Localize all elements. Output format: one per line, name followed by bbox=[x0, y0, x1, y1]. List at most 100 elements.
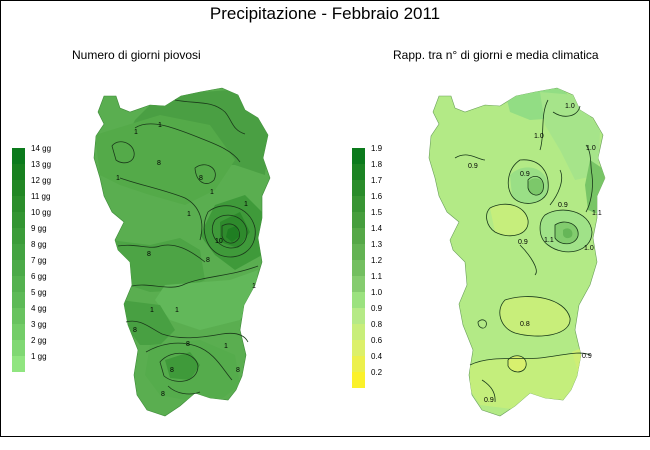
legend-entry: 0.6 bbox=[352, 336, 432, 356]
band-1-3 bbox=[563, 228, 573, 239]
legend-swatch bbox=[12, 292, 25, 308]
legend-swatch bbox=[12, 356, 25, 372]
band-0-8 bbox=[499, 296, 571, 337]
legend-entry: 2 gg bbox=[12, 336, 92, 356]
contour-label: 1 bbox=[252, 283, 256, 290]
legend-entry: 1.9 bbox=[352, 144, 432, 164]
band-11 bbox=[226, 226, 240, 242]
legend-label: 1.7 bbox=[371, 176, 383, 185]
map-left-title: Numero di giorni piovosi bbox=[72, 48, 201, 62]
legend-label: 3 gg bbox=[31, 320, 47, 329]
contour-lines bbox=[454, 99, 593, 403]
legend-rain-days: 14 gg 13 gg 12 gg 11 gg 10 gg 9 gg 8 gg 7 gg 6 g… bbox=[12, 144, 92, 372]
contour-label: 1.0 bbox=[586, 145, 596, 152]
contour-label: 0.9 bbox=[582, 353, 592, 360]
contour-label: 1.1 bbox=[592, 210, 602, 217]
legend-swatch bbox=[12, 164, 25, 180]
legend-swatch bbox=[352, 372, 365, 388]
contour-labels: 1 1 1 1 1 1 1 1 1 1 10 8 8 8 8 8 8 8 8 8 bbox=[116, 122, 256, 398]
contour-label: 0.9 bbox=[518, 239, 528, 246]
legend-label: 1.3 bbox=[371, 240, 383, 249]
legend-swatch bbox=[12, 324, 25, 340]
band-0-9b bbox=[470, 353, 590, 410]
legend-entry: 3 gg bbox=[12, 320, 92, 340]
legend-label: 0.9 bbox=[371, 304, 383, 313]
legend-label: 1.5 bbox=[371, 208, 383, 217]
contour-label: 1 bbox=[134, 129, 138, 136]
legend-swatch bbox=[352, 196, 365, 212]
legend-entry: 6 gg bbox=[12, 272, 92, 292]
legend-label: 5 gg bbox=[31, 288, 47, 297]
legend-swatch bbox=[352, 260, 365, 276]
legend-label: 1.8 bbox=[371, 160, 383, 169]
legend-ratio: 1.9 1.8 1.7 1.6 1.5 1.4 1.3 1.2 1.1 1.0 0.9 0.8 0.6 0… bbox=[352, 144, 432, 388]
legend-label: 1.4 bbox=[371, 224, 383, 233]
legend-entry: 14 gg bbox=[12, 144, 92, 164]
band-0-7 bbox=[508, 355, 527, 372]
contour-label: 1.0 bbox=[565, 103, 575, 110]
legend-entry: 10 gg bbox=[12, 208, 92, 228]
contour-label: 1 bbox=[244, 201, 248, 208]
contour-label: 8 bbox=[236, 367, 240, 374]
legend-label: 2 gg bbox=[31, 336, 47, 345]
legend-label: 1.0 bbox=[371, 288, 383, 297]
contour-label: 8 bbox=[161, 391, 165, 398]
contour-label: 1 bbox=[187, 211, 191, 218]
contour-label: 1 bbox=[224, 343, 228, 350]
contour-label: 1.0 bbox=[584, 245, 594, 252]
legend-label: 14 gg bbox=[31, 144, 52, 153]
legend-label: 4 gg bbox=[31, 304, 47, 313]
legend-entry: 1.6 bbox=[352, 192, 432, 212]
legend-label: 7 gg bbox=[31, 256, 47, 265]
legend-label: 0.4 bbox=[371, 352, 383, 361]
legend-swatch bbox=[12, 196, 25, 212]
legend-swatch bbox=[352, 308, 365, 324]
legend-entry: 1.5 bbox=[352, 208, 432, 228]
legend-swatch bbox=[352, 148, 365, 164]
legend-entry: 1 gg bbox=[12, 352, 92, 372]
legend-entry: 1.3 bbox=[352, 240, 432, 260]
legend-swatch bbox=[352, 180, 365, 196]
legend-entry: 0.4 bbox=[352, 352, 432, 372]
legend-swatch bbox=[12, 180, 25, 196]
legend-swatch bbox=[352, 244, 365, 260]
legend-swatch bbox=[352, 340, 365, 356]
map-right-title: Rapp. tra n° di giorni e media climatica bbox=[393, 48, 599, 62]
legend-entry: 5 gg bbox=[12, 288, 92, 308]
legend-swatch bbox=[12, 228, 25, 244]
legend-label: 1 gg bbox=[31, 352, 47, 361]
legend-label: 9 gg bbox=[31, 224, 47, 233]
legend-label: 1.6 bbox=[371, 192, 383, 201]
contour-label: 1 bbox=[175, 307, 179, 314]
band-7 bbox=[95, 115, 235, 205]
contour-label: 8 bbox=[206, 257, 210, 264]
legend-entry: 1.8 bbox=[352, 160, 432, 180]
band-9b bbox=[165, 352, 200, 380]
legend-entry: 7 gg bbox=[12, 256, 92, 276]
legend-swatch bbox=[12, 260, 25, 276]
legend-label: 1.9 bbox=[371, 144, 383, 153]
legend-entry: 0.2 bbox=[352, 368, 432, 388]
legend-label: 0.6 bbox=[371, 336, 383, 345]
contour-label: 1 bbox=[116, 175, 120, 182]
legend-swatch bbox=[12, 148, 25, 164]
legend-label: 6 gg bbox=[31, 272, 47, 281]
legend-swatch bbox=[352, 276, 365, 292]
legend-label: 11 gg bbox=[31, 192, 51, 201]
legend-entry: 8 gg bbox=[12, 240, 92, 260]
legend-label: 0.2 bbox=[371, 368, 383, 377]
contour-label: 1 bbox=[210, 189, 214, 196]
legend-swatch bbox=[12, 340, 25, 356]
legend-label: 8 gg bbox=[31, 240, 47, 249]
contour-labels: 1.0 1.0 1.0 1.0 1.1 0.9 1.1 0.9 0.9 0.9 … bbox=[468, 103, 602, 404]
band-1-0-east bbox=[540, 92, 600, 180]
legend-entry: 0.9 bbox=[352, 304, 432, 324]
legend-entry: 1.1 bbox=[352, 272, 432, 292]
legend-swatch bbox=[352, 356, 365, 372]
band-6 bbox=[155, 270, 258, 330]
legend-label: 13 gg bbox=[31, 160, 52, 169]
legend-swatch bbox=[352, 292, 365, 308]
contour-label: 0.9 bbox=[484, 397, 494, 404]
